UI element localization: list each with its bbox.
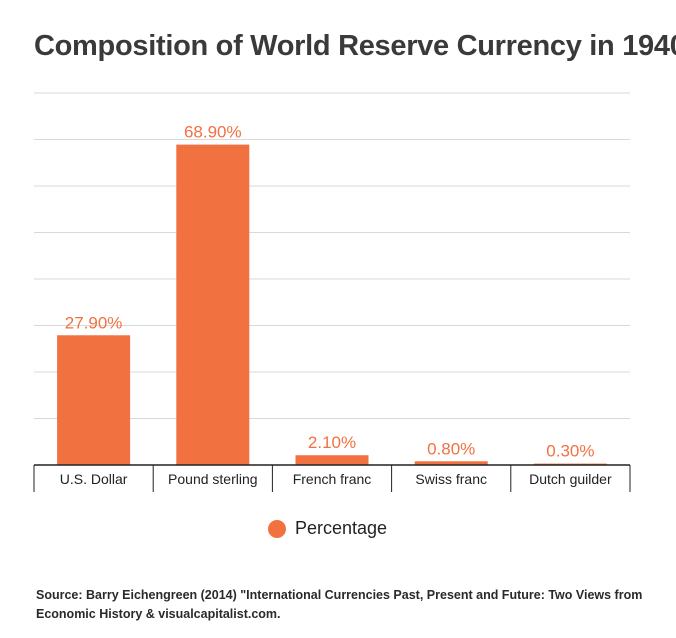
bar <box>176 144 250 466</box>
legend-label: Percentage <box>295 518 388 538</box>
x-tick-label: French franc <box>293 471 372 487</box>
data-label: 0.30% <box>546 442 594 461</box>
legend-swatch <box>268 519 286 538</box>
x-tick-label: Dutch guilder <box>529 471 612 487</box>
source-note: Source: Barry Eichengreen (2014) "Intern… <box>36 588 643 621</box>
data-label: 27.90% <box>65 313 123 332</box>
bar-chart: 27.90% U.S. Dollar 68.90% Pound sterling 2.1… <box>33 92 631 492</box>
legend: Percentage <box>268 518 387 539</box>
data-label: 68.90% <box>184 123 242 142</box>
data-label: 0.80% <box>427 439 475 458</box>
x-tick-label: Pound sterling <box>168 471 258 487</box>
x-tick-label: U.S. Dollar <box>60 471 128 487</box>
bar <box>57 335 131 465</box>
x-tick-label: Swiss franc <box>415 471 487 487</box>
chart-title: Composition of World Reserve Currency in… <box>34 30 676 62</box>
bar <box>295 455 369 465</box>
bar <box>414 461 488 465</box>
data-label: 2.10% <box>308 433 356 452</box>
